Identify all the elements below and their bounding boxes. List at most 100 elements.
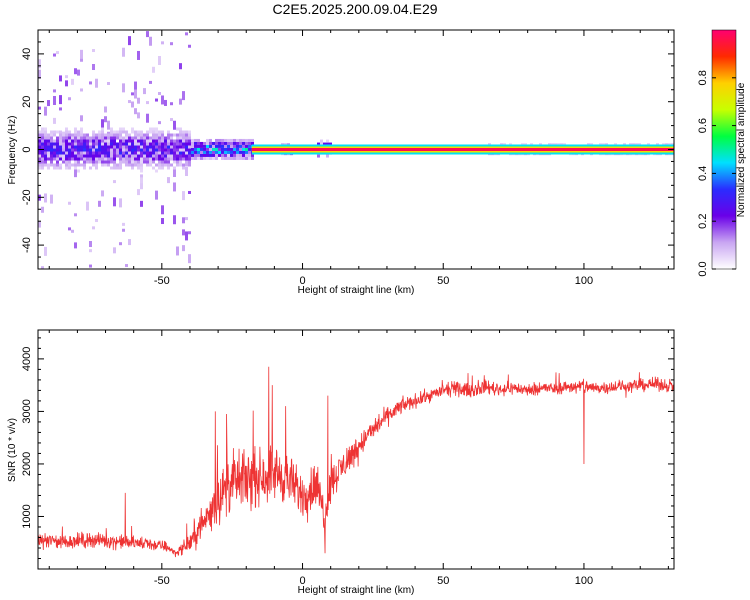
spectrogram-cell	[161, 163, 164, 167]
spectrogram-cell	[146, 145, 149, 149]
spectrogram-cell	[137, 136, 140, 140]
colorbar-label: Normalized spectral amplitude	[736, 82, 747, 217]
spectrogram-cell	[128, 154, 131, 158]
spectrogram-cell	[98, 160, 101, 164]
spectrogram-cell	[173, 145, 176, 149]
spectrogram-cell	[77, 139, 80, 143]
spectrogram-cell	[74, 142, 77, 146]
spectrogram-cell	[146, 136, 149, 140]
spectrogram-cell	[206, 147, 209, 151]
spectrogram-cell	[53, 117, 56, 124]
spectrogram-cell	[176, 142, 179, 146]
spectrogram-cell	[119, 133, 122, 137]
spectrogram-cell	[113, 180, 116, 184]
spectrogram-cell	[113, 157, 116, 161]
spectrogram-cell	[176, 148, 179, 152]
spectrogram-cell	[161, 157, 164, 161]
spectrogram-cell	[128, 148, 131, 152]
spectrogram-cell	[176, 157, 179, 161]
spectrogram-cell	[41, 130, 44, 134]
spectrogram-cell	[140, 148, 143, 152]
spectrogram-cell	[143, 154, 146, 158]
spectrogram-cell	[128, 139, 131, 143]
spectrogram-cell	[173, 148, 176, 152]
spectrogram-cell	[53, 148, 56, 152]
spectrogram-cell	[149, 130, 152, 134]
spectrogram-cell	[182, 217, 185, 224]
spectrogram-cell	[167, 136, 170, 140]
spectrogram-cell	[131, 142, 134, 146]
spectrogram-cell	[137, 97, 140, 104]
spectrogram-cell	[119, 157, 122, 161]
spectrogram-cell	[320, 139, 323, 143]
spectrogram-cell	[122, 139, 125, 143]
spectrogram-cell	[161, 154, 164, 158]
spectrogram-cell	[62, 148, 65, 152]
spectrogram-cell	[71, 148, 74, 152]
spectrogram-cell	[326, 154, 329, 158]
spectrogram-cell	[101, 133, 104, 137]
spectrogram-cell	[158, 148, 161, 152]
spectrogram-cell	[59, 95, 62, 105]
spectrogram-cell	[74, 151, 77, 155]
spectrogram-cell	[224, 141, 227, 145]
spectrogram-cell	[74, 154, 77, 158]
spectrogram-cell	[215, 144, 218, 148]
spectrogram-cell	[83, 136, 86, 140]
spectrogram-cell	[119, 145, 122, 149]
spectrogram-cell	[239, 144, 242, 148]
spectrogram-cell	[221, 153, 224, 157]
spectrogram-cell	[188, 130, 191, 134]
spectrogram-cell	[74, 145, 77, 149]
spectrogram-cell	[74, 168, 77, 178]
spectrogram-cell	[128, 133, 131, 137]
spectrogram-cell	[47, 154, 50, 158]
spectrogram-cell	[122, 145, 125, 149]
spectrogram-cell	[203, 150, 206, 154]
spectrogram-cell	[173, 151, 176, 155]
spectrogram-cell	[203, 156, 206, 160]
spectrogram-cell	[131, 154, 134, 158]
spectrogram-cell	[200, 144, 203, 148]
spectrogram-cell	[164, 151, 167, 155]
spectrogram-cell	[188, 190, 191, 194]
spectrogram-cell	[212, 150, 215, 154]
spectrogram-cell	[167, 142, 170, 146]
spectrogram-cell	[179, 163, 182, 167]
spectrogram-cell	[56, 163, 59, 170]
spectrogram-cell	[137, 50, 140, 60]
spectrogram-cell	[215, 147, 218, 151]
spectrogram-cell	[320, 142, 323, 146]
spectrogram-cell	[38, 145, 41, 149]
spectrogram-cell	[110, 148, 113, 152]
spectrogram-cell	[104, 139, 107, 143]
spectrogram-cell	[125, 145, 128, 149]
spectrogram-cell	[83, 163, 86, 167]
spectrogram-cell	[188, 151, 191, 155]
spectrogram-cell	[188, 136, 191, 140]
spectrogram-cell	[140, 174, 143, 178]
spectrogram-cell	[113, 142, 116, 146]
spectrogram-cell	[110, 160, 113, 164]
spectrogram-cell	[155, 133, 158, 137]
spectrogram-cell	[212, 153, 215, 157]
spectrogram-cell	[101, 136, 104, 140]
spectrogram-cell	[197, 147, 200, 151]
spectrogram-cell	[107, 139, 110, 143]
spectrogram-cell	[188, 139, 191, 143]
spectrogram-cell	[179, 157, 182, 161]
spectrogram-cell	[128, 163, 131, 167]
spectrogram-cell	[53, 154, 56, 158]
spectrogram-cell	[71, 145, 74, 149]
spectrogram-cell	[164, 139, 167, 143]
spectrogram-cell	[215, 150, 218, 154]
spectrogram-cell	[185, 136, 188, 140]
spectrogram-cell	[221, 138, 224, 142]
snr-y-axis-label: SNR (10 * v/v)	[7, 418, 18, 482]
spectrogram-cell	[251, 156, 254, 160]
spectrogram-cell	[185, 231, 188, 241]
spectrogram-cell	[95, 145, 98, 149]
spectrogram-cell	[41, 142, 44, 146]
spectrogram-cell	[134, 81, 137, 91]
spectrogram-cell	[116, 151, 119, 155]
